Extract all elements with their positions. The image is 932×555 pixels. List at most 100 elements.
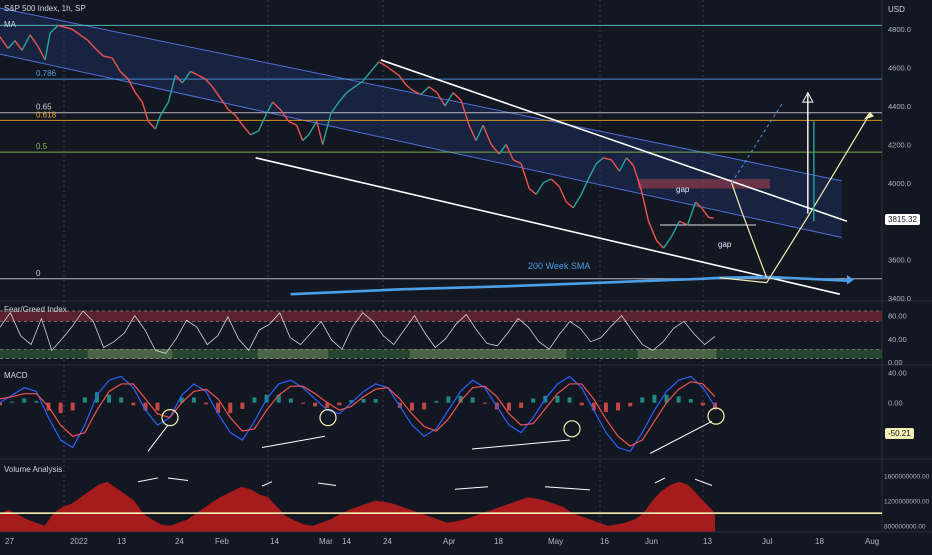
macd-histogram-bar	[567, 397, 572, 403]
macd-histogram-bar	[410, 402, 415, 411]
price-candle-segment	[662, 236, 673, 249]
price-candle-segment	[460, 100, 470, 126]
price-candle-segment	[383, 64, 392, 71]
price-candle-segment	[190, 70, 199, 76]
macd-histogram-bar	[579, 402, 584, 406]
price-candle-segment	[558, 186, 567, 203]
volume-trend-arrow	[137, 477, 159, 483]
price-candle-segment	[0, 36, 9, 49]
divergence-line	[261, 435, 326, 449]
price-candle-segment	[490, 143, 500, 155]
price-candle-segment	[595, 157, 604, 165]
macd-histogram-bar	[204, 402, 209, 405]
price-candle-segment	[505, 144, 514, 161]
x-tick-label: 14	[270, 537, 279, 546]
volume-tick: 1200000000.00	[884, 499, 930, 506]
ma-label: MA	[4, 20, 16, 29]
volume-trend-arrow	[261, 481, 273, 487]
price-candle-segment	[302, 134, 310, 142]
price-tick-label: 3400.0	[888, 294, 911, 303]
macd-value-badge: -50.21	[885, 428, 914, 439]
macd-histogram-bar	[700, 402, 705, 406]
macd-histogram-bar	[313, 402, 318, 407]
price-candle-segment	[632, 165, 643, 191]
macd-title: MACD	[4, 371, 28, 380]
price-candle-segment	[228, 109, 236, 117]
fear-greed-highlight	[257, 348, 329, 359]
x-tick-label: Apr	[443, 537, 456, 546]
x-tick-label: Feb	[215, 537, 229, 546]
fear-greed-tick: 80.00	[888, 312, 907, 321]
price-candle-segment	[475, 124, 484, 141]
price-candle-segment	[296, 124, 304, 141]
divergence-line	[649, 420, 713, 454]
sma-label: 200 Week SMA	[528, 261, 591, 271]
macd-histogram-bar	[640, 397, 645, 403]
volume-trend-arrow	[317, 482, 337, 486]
x-tick-label: Jun	[645, 537, 658, 546]
price-candle-segment	[330, 101, 340, 115]
divergence-line	[471, 439, 571, 450]
fear-greed-tick: 40.00	[888, 335, 907, 344]
macd-histogram-bar	[107, 394, 112, 403]
macd-histogram-bar	[240, 402, 245, 409]
price-candle-segment	[428, 86, 438, 94]
macd-histogram-bar	[179, 397, 184, 403]
macd-histogram-bar	[603, 402, 608, 413]
volume-trend-arrow	[544, 486, 591, 491]
macd-histogram-bar	[361, 398, 366, 403]
divergence-circle	[161, 409, 179, 427]
fear-greed-highlight	[637, 348, 717, 359]
fib-level-label: 0.786	[36, 69, 57, 78]
macd-histogram-bar	[458, 395, 463, 403]
last-price-badge: 3815.32	[885, 214, 920, 225]
price-candle-segment	[280, 109, 290, 122]
fear-greed-line	[0, 310, 716, 354]
price-candle-segment	[346, 86, 356, 94]
macd-histogram-bar	[228, 402, 233, 414]
price-candle-segment	[580, 176, 590, 195]
macd-histogram-bar	[531, 398, 536, 403]
price-candle-segment	[670, 220, 681, 237]
macd-histogram-bar	[422, 402, 427, 410]
price-candle-segment	[420, 86, 430, 95]
gap-label-bottom: gap	[718, 240, 732, 249]
price-candle-segment	[498, 143, 507, 155]
macd-histogram-bar	[0, 402, 2, 406]
macd-histogram-bar	[628, 402, 633, 407]
price-candle-segment	[512, 159, 522, 165]
price-candle-segment	[588, 163, 597, 178]
price-candle-segment	[272, 101, 282, 111]
macd-histogram-bar	[131, 402, 136, 406]
macd-tick: 0.00	[888, 399, 903, 408]
fib-level-label: 0.618	[36, 110, 57, 119]
macd-histogram-bar	[155, 402, 160, 411]
price-candle-segment	[338, 92, 348, 103]
divergence-circle	[563, 420, 581, 438]
volume-tick: 800000000.00	[884, 524, 926, 531]
macd-histogram-bar	[349, 400, 354, 403]
x-tick-label: May	[548, 537, 563, 546]
divergence-circle	[707, 407, 725, 425]
x-tick-label: 24	[175, 537, 184, 546]
macd-histogram-bar	[676, 396, 681, 403]
price-candle-segment	[181, 71, 192, 84]
price-candle-segment	[234, 115, 244, 126]
price-candle-segment	[378, 61, 385, 66]
macd-histogram-bar	[591, 402, 596, 411]
volume-trend-arrow	[454, 486, 489, 490]
macd-histogram-bar	[434, 401, 439, 403]
macd-histogram-bar	[506, 402, 511, 411]
price-candle-segment	[64, 26, 73, 30]
price-candle-segment	[94, 47, 104, 57]
price-candle-segment	[71, 28, 81, 36]
macd-histogram-bar	[397, 402, 402, 408]
price-candle-segment	[7, 40, 16, 49]
fear-greed-title: Fear/Greed Index	[4, 305, 67, 314]
projection-path	[719, 113, 871, 284]
price-candle-segment	[198, 74, 206, 80]
price-candle-segment	[159, 101, 169, 116]
price-candle-segment	[219, 97, 230, 111]
